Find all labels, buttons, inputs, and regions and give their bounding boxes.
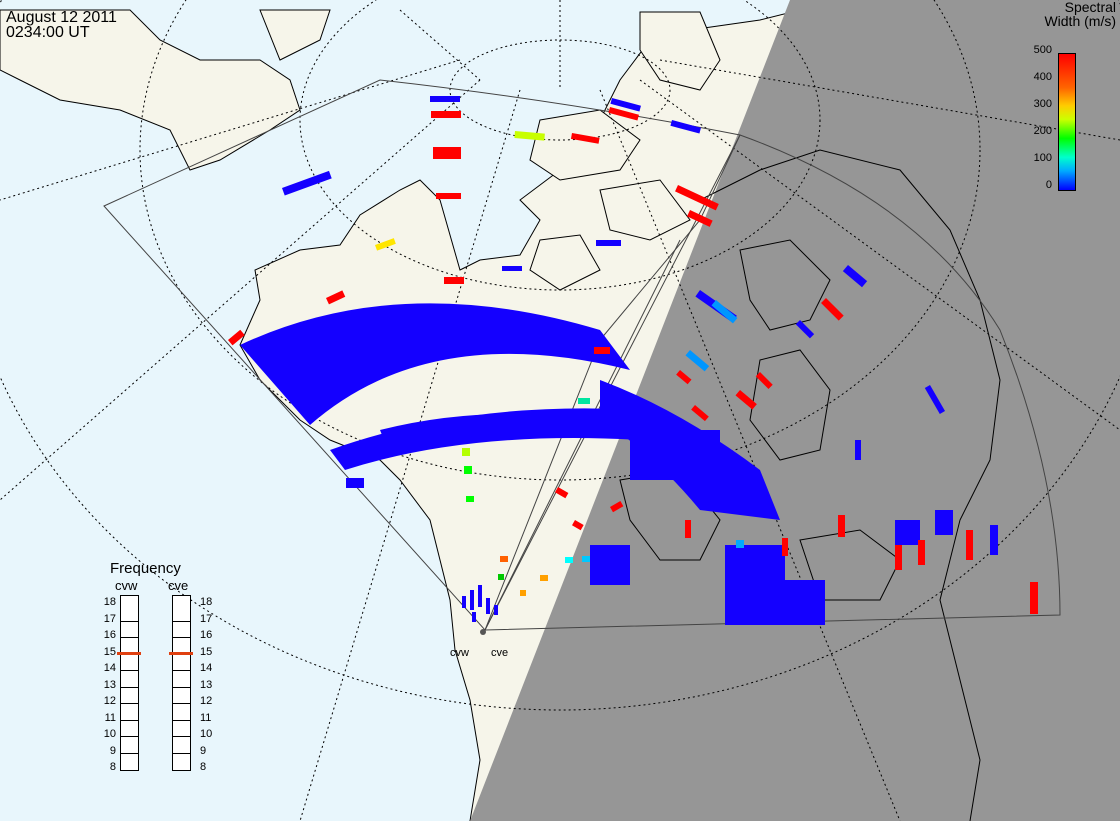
colorbar <box>1058 53 1076 191</box>
frequency-tick-left: 17 <box>103 612 116 625</box>
colorbar-title-line2: Width (m/s) <box>1044 13 1116 29</box>
frequency-gridline <box>173 719 190 721</box>
frequency-gridline <box>173 686 190 688</box>
frequency-gridline <box>173 637 190 638</box>
frequency-tick-left: 10 <box>103 728 116 740</box>
frequency-marker-cvw <box>117 651 141 655</box>
frequency-gridline <box>121 670 138 671</box>
frequency-scale-cvw <box>120 595 139 771</box>
radar-site-marker <box>480 629 486 635</box>
frequency-tick-left: 11 <box>104 711 116 724</box>
frequency-tick-right: 16 <box>200 629 213 641</box>
frequency-gridline <box>173 703 190 704</box>
scatter-high-width <box>228 106 1038 614</box>
colorbar-title-line1: Spectral <box>1064 0 1116 15</box>
frequency-gridline <box>173 736 190 737</box>
frequency-title: Frequency <box>110 560 181 577</box>
map-title: August 12 2011 0234:00 UT <box>6 9 117 41</box>
time-label: 0234:00 UT <box>6 24 90 41</box>
frequency-gridline <box>121 752 138 754</box>
frequency-tick-left: 12 <box>103 695 116 707</box>
frequency-tick-right: 17 <box>200 612 213 625</box>
frequency-gridline <box>121 736 138 737</box>
frequency-gridline <box>173 670 190 671</box>
near-range-scatter <box>462 585 498 622</box>
frequency-tick-right: 10 <box>200 728 213 740</box>
frequency-tick-left: 9 <box>109 744 116 757</box>
frequency-tick-right: 8 <box>200 761 207 773</box>
frequency-marker-cve <box>169 651 193 655</box>
frequency-tick-left: 18 <box>103 596 116 608</box>
frequency-tick-right: 9 <box>200 744 207 757</box>
frequency-gridline <box>173 620 190 622</box>
frequency-gridline <box>121 620 138 622</box>
scatter-mid-width <box>375 131 744 596</box>
frequency-tick-left: 13 <box>103 678 116 691</box>
colorbar-title: Spectral Width (m/s) <box>1010 0 1116 28</box>
night-terminator <box>470 0 1120 821</box>
frequency-scale-cve <box>172 595 191 771</box>
colorbar-tick-200: 200 <box>1033 125 1052 137</box>
colorbar-tick-0: 0 <box>1045 179 1052 191</box>
frequency-tick-right: 13 <box>200 678 213 691</box>
site-label-cvw: cvw <box>450 647 469 659</box>
frequency-tick-right: 12 <box>200 695 213 707</box>
frequency-tick-left: 15 <box>103 645 116 658</box>
frequency-gridline <box>173 752 190 754</box>
frequency-gridline <box>121 637 138 638</box>
colorbar-tick-500: 500 <box>1033 44 1052 56</box>
frequency-gridline <box>121 719 138 721</box>
frequency-tick-left: 14 <box>103 662 116 674</box>
frequency-col-cvw: cvw <box>115 578 138 593</box>
frequency-tick-left: 8 <box>109 761 116 773</box>
frequency-tick-right: 11 <box>200 711 212 724</box>
frequency-col-cve: cve <box>168 578 189 593</box>
colorbar-tick-400: 400 <box>1033 71 1052 83</box>
frequency-gridline <box>121 686 138 688</box>
colorbar-tick-300: 300 <box>1033 98 1052 110</box>
frequency-tick-right: 15 <box>200 645 213 658</box>
frequency-tick-left: 16 <box>103 629 116 641</box>
date-label: August 12 2011 <box>6 9 117 26</box>
frequency-tick-right: 18 <box>200 596 213 608</box>
scatter-low-width <box>240 96 998 625</box>
frequency-gridline <box>121 703 138 704</box>
frequency-tick-right: 14 <box>200 662 213 674</box>
site-label-cve: cve <box>491 647 509 659</box>
colorbar-tick-100: 100 <box>1033 152 1052 164</box>
